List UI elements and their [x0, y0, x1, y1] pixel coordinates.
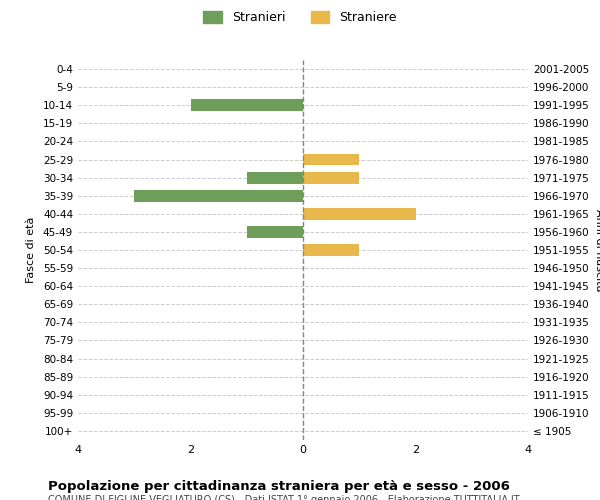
Bar: [303, 172, 359, 183]
Text: Popolazione per cittadinanza straniera per età e sesso - 2006: Popolazione per cittadinanza straniera p…: [48, 480, 510, 493]
Bar: [247, 172, 303, 183]
Bar: [191, 100, 303, 111]
Y-axis label: Anni di nascita: Anni di nascita: [593, 209, 600, 291]
Bar: [303, 208, 415, 220]
Bar: [247, 226, 303, 238]
Bar: [134, 190, 303, 202]
Bar: [303, 244, 359, 256]
Legend: Stranieri, Straniere: Stranieri, Straniere: [198, 6, 402, 29]
Text: COMUNE DI FIGLINE VEGLIATURO (CS) - Dati ISTAT 1° gennaio 2006 - Elaborazione TU: COMUNE DI FIGLINE VEGLIATURO (CS) - Dati…: [48, 495, 520, 500]
Y-axis label: Fasce di età: Fasce di età: [26, 217, 36, 283]
Bar: [303, 154, 359, 166]
